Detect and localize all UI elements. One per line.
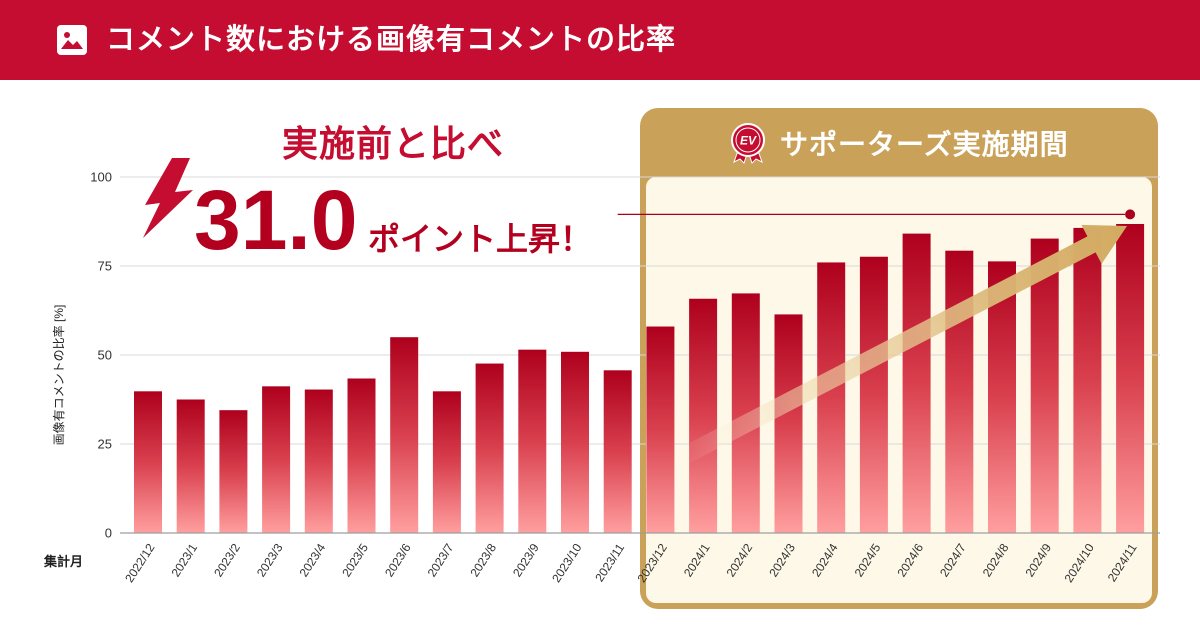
bar-2023-1 — [176, 399, 205, 533]
bar-2024-9 — [1030, 238, 1059, 533]
bar-2023-6 — [390, 337, 419, 533]
x-tick-label: 2024/6 — [894, 541, 926, 580]
y-tick-label: 100 — [90, 170, 112, 185]
y-axis-ticks: 0 25 50 75 100 — [90, 170, 112, 541]
bar-2024-4 — [817, 262, 846, 533]
x-tick-label: 2024/2 — [724, 541, 756, 580]
bar-2023-4 — [304, 389, 333, 533]
x-tick-label: 2023/1 — [168, 541, 200, 580]
x-tick-label: 2024/3 — [766, 541, 798, 580]
bar-2023-7 — [432, 391, 461, 533]
bar-2024-10 — [1073, 227, 1102, 533]
bar-2023-3 — [262, 386, 291, 533]
callout-lead-text: 実施前と比べ — [282, 123, 505, 164]
y-axis-label: 画像有コメントの比率 [%] — [51, 305, 66, 446]
image-icon — [57, 25, 87, 55]
bars — [134, 223, 1145, 533]
x-tick-label: 2023/8 — [467, 541, 499, 580]
reference-dot — [1125, 209, 1136, 220]
bar-2024-3 — [774, 314, 803, 533]
callout-value: 31.0 — [194, 173, 358, 267]
x-tick-label: 2023/9 — [510, 541, 542, 580]
bar-2024-11 — [1116, 223, 1145, 533]
bar-2024-8 — [988, 261, 1016, 533]
x-tick-label: 2024/1 — [681, 541, 713, 580]
x-tick-label: 2024/8 — [980, 541, 1012, 580]
x-tick-label: 2024/9 — [1022, 541, 1054, 580]
page-title: コメント数における画像有コメントの比率 — [106, 24, 677, 56]
lightning-icon — [143, 158, 193, 238]
x-tick-label: 2024/5 — [852, 541, 884, 580]
ev-badge-text: EV — [740, 134, 757, 148]
x-tick-label: 2023/10 — [549, 541, 585, 585]
y-tick-label: 0 — [105, 526, 112, 541]
x-tick-label: 2023/11 — [592, 541, 627, 585]
bar-2024-6 — [902, 233, 931, 533]
x-tick-label: 2023/4 — [297, 541, 329, 580]
gridlines — [120, 176, 1160, 445]
x-tick-label: 2024/11 — [1105, 541, 1140, 585]
x-axis-label: 集計月 — [43, 554, 83, 569]
bar-2024-1 — [689, 298, 718, 533]
ev-badge-icon: EV — [731, 123, 765, 164]
bar-2024-7 — [945, 250, 974, 533]
x-tick-label: 2023/3 — [254, 541, 286, 580]
trend-arrow — [675, 224, 1127, 466]
period-label: サポーターズ実施期間 — [780, 129, 1069, 160]
bar-2023-5 — [347, 378, 376, 533]
x-tick-label: 2022/12 — [122, 541, 158, 585]
x-tick-label: 2023/6 — [382, 541, 414, 580]
period-header: EV サポーターズ実施期間 — [640, 108, 1158, 178]
x-axis-ticks: 2022/12 2023/1 2023/2 2023/3 2023/4 2023/5 202… — [122, 541, 1140, 585]
x-tick-label: 2023/12 — [635, 541, 671, 585]
x-tick-label: 2023/7 — [425, 541, 457, 580]
bar-2022-12 — [134, 391, 162, 533]
bar-2024-5 — [859, 256, 888, 533]
bar-2023-8 — [475, 363, 504, 533]
bar-2023-9 — [518, 349, 547, 533]
x-tick-label: 2024/4 — [809, 541, 841, 580]
bar-2023-2 — [219, 410, 248, 533]
x-tick-label: 2023/5 — [339, 541, 371, 580]
x-tick-label: 2023/2 — [211, 541, 243, 580]
reference-marker — [617, 209, 1136, 220]
supporters-period-box: EV サポーターズ実施期間 — [640, 108, 1158, 609]
bar-2023-12 — [646, 326, 675, 533]
x-tick-label: 2024/10 — [1062, 541, 1098, 585]
y-tick-label: 75 — [98, 259, 112, 274]
x-tick-label: 2024/7 — [937, 541, 969, 580]
title-bar: コメント数における画像有コメントの比率 — [0, 0, 1200, 80]
bar-2023-10 — [561, 351, 589, 533]
bar-2023-11 — [603, 370, 632, 533]
y-tick-label: 50 — [98, 348, 112, 363]
y-tick-label: 25 — [98, 437, 112, 452]
callout-suffix-text: ポイント上昇！ — [368, 221, 593, 257]
